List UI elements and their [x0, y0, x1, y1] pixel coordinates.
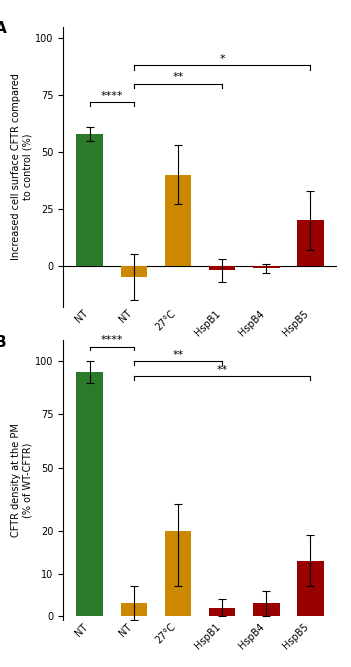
- Text: WT-CFTR: WT-CFTR: [68, 422, 111, 432]
- Bar: [165, 531, 191, 616]
- Bar: [77, 133, 103, 266]
- Bar: [209, 266, 236, 270]
- Text: **: **: [217, 365, 228, 375]
- Bar: [165, 175, 191, 266]
- Text: A: A: [0, 21, 6, 36]
- Text: HEK: HEK: [212, 402, 232, 412]
- Y-axis label: CFTR density at the PM
(% of WT-CFTR): CFTR density at the PM (% of WT-CFTR): [11, 424, 32, 537]
- Bar: [121, 266, 147, 277]
- Bar: [77, 372, 103, 616]
- Text: **: **: [172, 350, 184, 360]
- Bar: [297, 220, 324, 266]
- Text: F508del-CFTR: F508del-CFTR: [188, 422, 256, 432]
- Text: B: B: [0, 335, 6, 350]
- Bar: [121, 604, 147, 616]
- Text: HEK: HEK: [80, 402, 100, 412]
- Text: ****: ****: [100, 336, 123, 346]
- Bar: [209, 608, 236, 616]
- Bar: [253, 604, 279, 616]
- Y-axis label: Increased cell surface CFTR compared
to control (%): Increased cell surface CFTR compared to …: [11, 73, 32, 260]
- Text: **: **: [172, 73, 184, 83]
- Text: ****: ****: [100, 91, 123, 101]
- Bar: [297, 561, 324, 616]
- Text: *: *: [219, 54, 225, 64]
- Bar: [253, 266, 279, 268]
